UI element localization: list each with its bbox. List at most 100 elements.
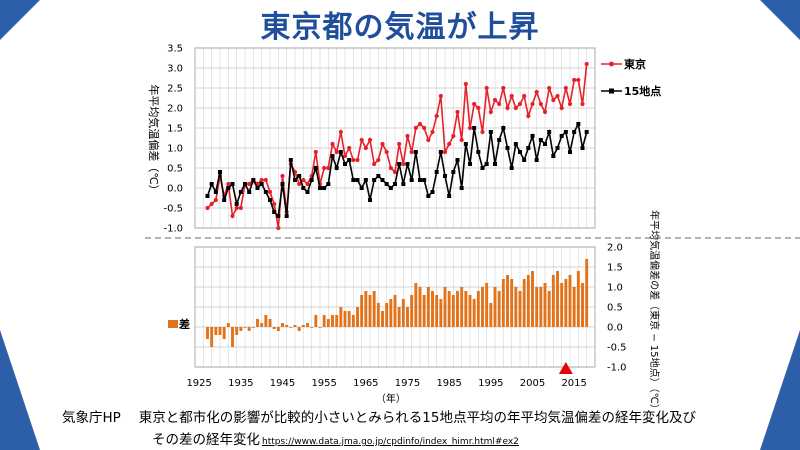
diff-bar (289, 327, 293, 328)
legend-marker-diff (168, 320, 178, 328)
data-point-15points (484, 162, 489, 166)
diff-bar (464, 291, 468, 327)
diff-bar (351, 315, 355, 327)
diff-bar (422, 295, 426, 327)
diff-bar (293, 325, 297, 327)
diff-bar (531, 271, 534, 327)
data-point-15points (263, 190, 268, 194)
diff-bar (576, 271, 580, 327)
data-point-15points (372, 178, 377, 182)
diff-bar (281, 323, 284, 327)
diff-bar (239, 327, 243, 331)
data-point-tokyo (238, 205, 243, 211)
data-point-15points (284, 214, 289, 218)
data-point-tokyo (359, 137, 364, 143)
data-point-15points (243, 182, 247, 186)
data-point-15points (405, 162, 410, 166)
legend-label-0: 東京 (624, 57, 646, 71)
data-point-tokyo (213, 197, 218, 203)
data-point-15points (434, 170, 439, 174)
data-point-tokyo (547, 85, 552, 91)
diff-bar (572, 287, 576, 327)
diff-bar (497, 291, 501, 327)
data-point-tokyo (205, 205, 210, 211)
data-point-15points (288, 158, 293, 162)
x-tick-label: 1935 (228, 378, 253, 389)
x-tick-label: 1975 (395, 378, 420, 389)
diff-bar (272, 327, 276, 329)
corner-top-left (0, 0, 40, 40)
data-point-tokyo (363, 145, 368, 151)
top-tick-label: 0.5 (167, 164, 183, 175)
data-point-tokyo (492, 97, 498, 103)
data-point-15points (326, 182, 331, 186)
data-point-tokyo (372, 161, 377, 167)
x-tick-label: 2015 (561, 378, 586, 389)
diff-bar (468, 295, 472, 327)
data-point-tokyo (388, 165, 393, 171)
top-tick-label: -1.0 (163, 224, 183, 235)
data-point-15points (488, 130, 493, 134)
diff-bar (547, 291, 551, 327)
diff-bar (368, 295, 372, 327)
data-point-tokyo (484, 85, 489, 91)
bottom-plot-border (194, 246, 596, 368)
diff-bar (214, 327, 218, 335)
data-point-15points (209, 182, 214, 186)
legend-label-1: 15地点 (624, 84, 661, 98)
top-tick-label: 1.0 (167, 144, 183, 155)
x-tick-label: 1945 (270, 378, 295, 389)
diff-bar (443, 287, 447, 327)
top-plot-border (194, 47, 596, 229)
top-tick-label: 2.0 (167, 104, 183, 115)
data-point-15points (230, 182, 235, 186)
data-point-15points (513, 142, 518, 146)
diff-bar (385, 303, 389, 327)
data-point-15points (259, 182, 264, 186)
data-point-15points (318, 186, 322, 190)
data-point-15points (347, 158, 352, 162)
data-point-15points (476, 150, 481, 154)
diff-bar (439, 299, 443, 327)
data-point-15points (309, 178, 314, 182)
data-point-15points (409, 178, 414, 182)
data-point-15points (468, 162, 472, 166)
diff-bar (485, 283, 489, 327)
top-y-axis-label: 年平均気温偏差（℃） (147, 84, 161, 195)
diff-bar (335, 315, 339, 327)
data-point-15points (313, 166, 318, 170)
data-point-tokyo (501, 85, 506, 91)
data-point-tokyo (580, 101, 585, 107)
corner-bottom-right (760, 330, 800, 450)
data-point-15points (547, 130, 552, 134)
diff-bar (389, 299, 393, 327)
data-point-15points (501, 126, 506, 130)
data-point-tokyo (559, 105, 564, 111)
top-tick-label: 2.5 (167, 84, 183, 95)
source-link[interactable]: https://www.data.jma.go.jp/cpdinfo/index… (262, 437, 519, 447)
data-point-15points (509, 166, 514, 170)
data-point-tokyo (384, 149, 389, 155)
data-point-tokyo (472, 101, 477, 107)
diff-bar (297, 327, 301, 331)
top-tick-label: 3.0 (167, 64, 183, 75)
diff-bar (226, 323, 230, 327)
data-point-15points (480, 166, 485, 170)
diff-bar (560, 283, 564, 327)
diff-bar (522, 279, 526, 327)
bottom-tick-label: 0.5 (607, 303, 623, 314)
data-point-15points (455, 158, 460, 162)
data-point-15points (276, 214, 281, 218)
diff-bar (322, 315, 326, 327)
data-point-15points (393, 182, 397, 186)
data-point-15points (305, 190, 310, 194)
data-point-tokyo (513, 105, 518, 111)
data-point-tokyo (230, 213, 235, 219)
diff-bar (376, 303, 380, 327)
data-point-tokyo (555, 93, 560, 99)
data-point-15points (526, 146, 531, 150)
diff-bar (472, 299, 476, 327)
data-point-15points (268, 198, 272, 202)
bottom-tick-label: 1.0 (607, 283, 623, 294)
